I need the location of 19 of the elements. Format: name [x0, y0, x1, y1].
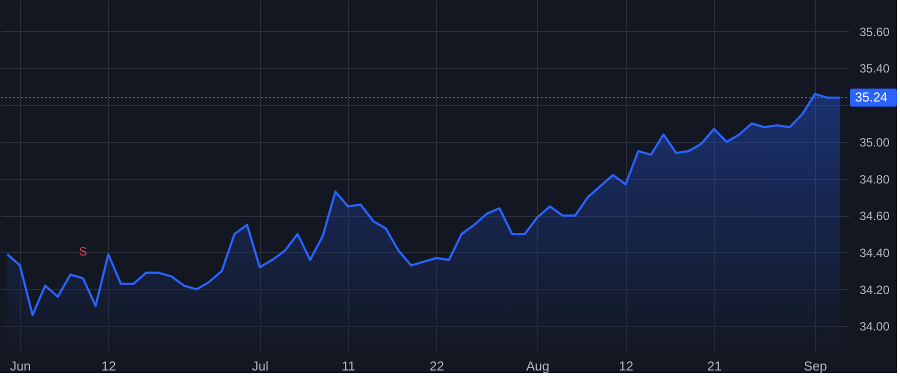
x-tick-label: 22 — [430, 358, 444, 374]
y-tick-label: 34.60 — [860, 209, 890, 224]
y-tick-label: 34.20 — [860, 282, 890, 297]
y-tick-label: 34.40 — [860, 246, 890, 260]
x-tick-label: Aug — [526, 358, 550, 374]
x-tick-label: Jul — [252, 358, 269, 374]
x-tick-label: 11 — [342, 358, 356, 374]
y-tick-label: 35.00 — [860, 135, 890, 150]
x-tick-label: 12 — [102, 358, 116, 374]
x-tick-label: Jun — [10, 358, 31, 374]
y-tick-label: 35.40 — [860, 62, 890, 76]
annotation: S — [79, 244, 88, 258]
y-tick-label: 35.60 — [860, 24, 890, 39]
y-tick-label: 34.00 — [860, 320, 890, 334]
x-tick-label: Sep — [804, 358, 827, 374]
ref-line-label: 35.24 — [855, 90, 888, 105]
y-tick-label: 34.80 — [860, 172, 890, 186]
x-tick-label: 21 — [707, 358, 722, 374]
x-tick-label: 12 — [618, 358, 634, 374]
